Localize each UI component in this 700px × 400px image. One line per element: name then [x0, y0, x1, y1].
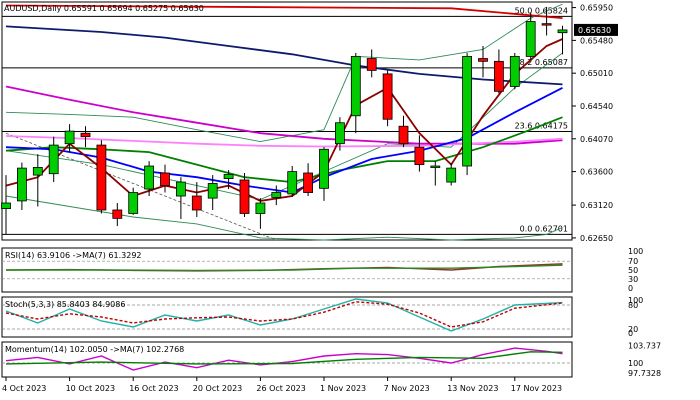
panel-0-axis-label-3: 30 — [628, 275, 638, 284]
candle-body-19 — [303, 172, 314, 193]
panel-2-axis-label-0: 103.737 — [628, 342, 661, 351]
panel-0-axis-label-1: 70 — [628, 257, 638, 266]
candle-body-1 — [16, 167, 27, 202]
bollinger-lower — [5, 195, 563, 241]
price-tick-label-2: 0.65010 — [580, 69, 613, 78]
candle-body-26 — [414, 146, 425, 166]
candle-body-21 — [334, 122, 345, 145]
panel-1-series-1 — [5, 301, 563, 328]
panel-0-title: RSI(14) 63.9106 ->MA(7) 61.3292 — [5, 251, 142, 260]
x-tick-label-4: 26 Oct 2023 — [256, 384, 305, 393]
panel-0-axis-label-0: 100 — [628, 247, 643, 256]
panel-1-axis-label-3: 0 — [628, 329, 633, 338]
x-tick-label-2: 16 Oct 2023 — [129, 384, 178, 393]
fib-label-0: 50.0 0.65824 — [515, 6, 568, 15]
panel-0-series-1 — [6, 264, 563, 272]
candle-body-4 — [64, 130, 75, 145]
candle-body-22 — [350, 56, 361, 117]
candle-body-7 — [112, 209, 123, 219]
fib-label-3: 0.0 0.62701 — [520, 224, 568, 233]
candle-body-12 — [191, 195, 202, 211]
panel-0-axis-label-2: 50 — [628, 266, 638, 275]
candle-body-13 — [207, 183, 218, 199]
panel-2-axis-label-2: 97.7328 — [628, 369, 661, 378]
x-tick-label-5: 1 Nov 2023 — [320, 384, 366, 393]
candle-body-20 — [319, 148, 329, 189]
current-price-label: 0.65630 — [578, 26, 611, 35]
price-tick-label-7: 0.62650 — [580, 234, 613, 243]
moving-average-0 — [5, 4, 563, 19]
candle-body-30 — [478, 58, 488, 62]
panel-2-series-0 — [5, 347, 563, 371]
candle-body-24 — [382, 73, 393, 120]
panel-1-title: Stoch(5,3,3) 85.8403 84.9086 — [5, 300, 125, 309]
x-tick-label-8: 17 Nov 2023 — [511, 384, 562, 393]
candle-body-35 — [557, 29, 568, 34]
current-price-box — [574, 23, 618, 36]
panel-0-axis-label-4: 0 — [628, 284, 633, 293]
candle-body-28 — [446, 167, 457, 183]
price-tick-label-0: 0.65950 — [580, 4, 613, 13]
candle-body-23 — [366, 58, 377, 71]
candle-body-18 — [287, 171, 298, 195]
candle-body-15 — [239, 179, 250, 214]
price-tick-label-3: 0.64540 — [580, 102, 613, 111]
x-tick-label-3: 20 Oct 2023 — [193, 384, 242, 393]
moving-average-1 — [5, 25, 563, 86]
x-tick-label-6: 7 Nov 2023 — [384, 384, 430, 393]
panel-1-axis-label-2: 20 — [628, 325, 638, 334]
panel-frame-2 — [1, 341, 573, 378]
fib-label-1: 38.2 0.65087 — [515, 58, 568, 67]
candle-body-10 — [160, 172, 170, 186]
panel-1-axis-label-1: 80 — [628, 301, 638, 310]
x-tick-label-1: 10 Oct 2023 — [66, 384, 115, 393]
candle-body-5 — [80, 132, 91, 138]
trendline-dashed — [5, 132, 277, 241]
bollinger-upper — [5, 3, 563, 143]
panel-2-title: Momentum(14) 102.0050 ->MA(7) 102.2768 — [5, 345, 184, 354]
candle-body-8 — [128, 192, 139, 214]
candle-body-34 — [541, 23, 552, 26]
candle-body-16 — [255, 202, 266, 214]
main-frame — [1, 1, 573, 241]
candle-body-25 — [398, 125, 409, 145]
chart-header-title: AUDUSD,Daily 0.65591 0.65694 0.65275 0.6… — [4, 4, 204, 13]
candle-body-11 — [175, 181, 186, 197]
panel-1-axis-label-0: 100 — [628, 296, 643, 305]
panel-2-axis-label-1: 100 — [628, 359, 643, 368]
candle-body-29 — [462, 56, 473, 167]
price-tick-label-5: 0.63600 — [580, 168, 613, 177]
price-tick-label-6: 0.63120 — [580, 201, 613, 210]
price-tick-label-4: 0.64070 — [580, 135, 613, 144]
candle-body-33 — [525, 21, 536, 57]
candle-body-6 — [96, 144, 107, 211]
candle-body-9 — [144, 165, 155, 190]
candle-body-3 — [48, 144, 59, 175]
panel-2-series-1 — [5, 351, 563, 365]
candle-body-31 — [493, 60, 504, 92]
panel-1-series-0 — [5, 298, 563, 332]
x-tick-label-7: 13 Nov 2023 — [447, 384, 498, 393]
x-tick-label-0: 4 Oct 2023 — [2, 384, 46, 393]
candle-body-32 — [509, 56, 520, 87]
moving-average-3 — [5, 135, 563, 148]
candle-body-14 — [223, 173, 234, 179]
candle-body-0 — [1, 202, 11, 209]
candle-body-27 — [430, 165, 441, 168]
price-tick-label-1: 0.65480 — [580, 36, 613, 45]
candle-body-17 — [271, 192, 282, 198]
candle-body-2 — [32, 167, 43, 176]
